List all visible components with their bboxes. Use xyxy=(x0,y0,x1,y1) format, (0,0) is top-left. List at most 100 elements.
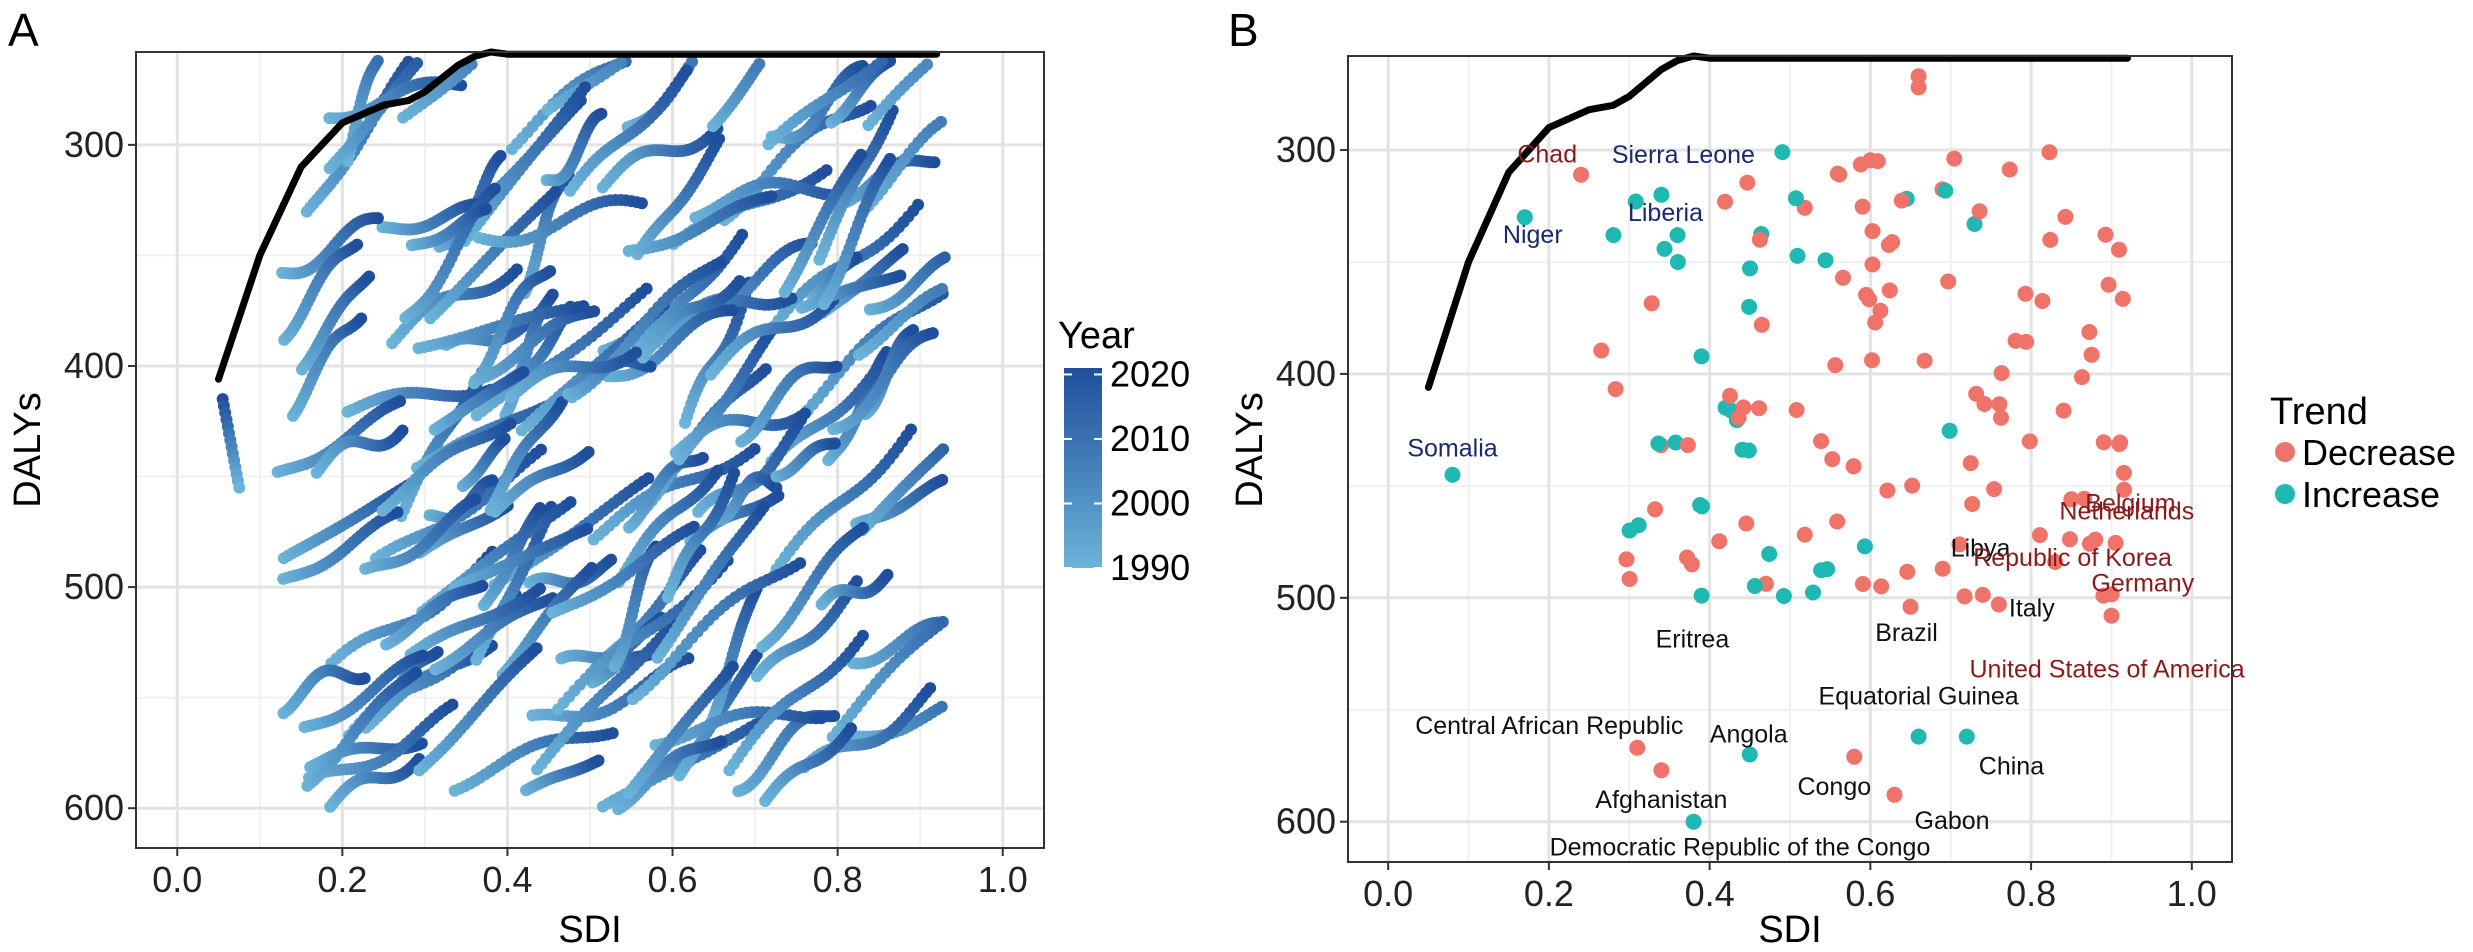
trajectory-point xyxy=(592,754,605,767)
country-label: Congo xyxy=(1797,773,1871,801)
trajectory-point xyxy=(446,698,459,711)
trajectory-point xyxy=(830,360,843,373)
trend-legend-swatch xyxy=(2275,484,2295,504)
decrease-point xyxy=(2095,434,2112,451)
trajectory-point xyxy=(682,652,695,665)
panel-b-x-tick-label: 0.8 xyxy=(2006,873,2056,914)
trajectory-point xyxy=(416,649,429,662)
decrease-point xyxy=(1864,256,1881,273)
trajectory-point xyxy=(614,56,627,69)
trajectory-point xyxy=(820,164,833,177)
decrease-point xyxy=(1993,409,2009,426)
labeled-point xyxy=(1846,748,1863,765)
panel-a-y-tick-label: 400 xyxy=(64,345,124,386)
trend-legend-swatch xyxy=(2275,442,2295,462)
trajectory-point xyxy=(581,522,594,535)
trajectory-point xyxy=(535,443,547,456)
panel-a-y-tick-label: 300 xyxy=(64,124,124,165)
labeled-point xyxy=(1629,739,1646,756)
decrease-point xyxy=(1593,342,1610,359)
panel-b-x-tick-label: 1.0 xyxy=(2167,873,2217,914)
trend-legend-label: Increase xyxy=(2302,474,2440,515)
trajectory-point xyxy=(233,481,246,494)
decrease-point xyxy=(2001,161,2018,178)
decrease-point xyxy=(2055,402,2072,419)
decrease-point xyxy=(1971,203,1988,220)
decrease-point xyxy=(1738,515,1755,532)
decrease-point xyxy=(2021,433,2038,450)
panel-a-y-tick-label: 500 xyxy=(64,566,124,607)
country-label: Italy xyxy=(2009,595,2055,623)
trajectory-point xyxy=(875,55,888,68)
decrease-point xyxy=(1956,588,1973,605)
country-label: Afghanistan xyxy=(1595,786,1727,814)
trajectory-point xyxy=(371,54,384,67)
decrease-point xyxy=(1643,295,1660,312)
trajectory-point xyxy=(488,182,501,195)
country-label: Eritrea xyxy=(1656,626,1730,654)
decrease-point xyxy=(1683,556,1700,573)
trajectory-point xyxy=(884,152,896,165)
trajectory-point xyxy=(588,305,601,318)
trajectory-point xyxy=(530,642,543,655)
panel-b-x-tick-label: 0.4 xyxy=(1685,873,1735,914)
decrease-point xyxy=(2111,241,2127,258)
decrease-point xyxy=(2042,231,2059,248)
increase-point xyxy=(1746,578,1763,594)
trajectory-point xyxy=(894,269,907,282)
country-label: Niger xyxy=(1503,221,1563,249)
decrease-point xyxy=(1879,482,1896,499)
labeled-point xyxy=(1573,166,1590,183)
trajectory-point xyxy=(486,474,499,487)
decrease-point xyxy=(1854,576,1871,592)
increase-point xyxy=(1761,546,1778,562)
increase-point xyxy=(1775,588,1792,604)
trajectory-point xyxy=(937,443,950,456)
decrease-point xyxy=(2114,290,2131,307)
country-label: Central African Republic xyxy=(1415,712,1683,740)
labeled-point xyxy=(1934,560,1951,577)
trajectory-point xyxy=(371,212,384,225)
decrease-point xyxy=(1854,198,1871,215)
trajectory-point xyxy=(476,579,489,592)
trajectory-point xyxy=(757,501,770,514)
trajectory-point xyxy=(936,473,949,486)
decrease-point xyxy=(1722,387,1738,404)
labeled-point xyxy=(1886,786,1903,803)
panel-b-letter: B xyxy=(1228,4,1259,56)
labeled-point xyxy=(1653,762,1670,779)
labeled-point xyxy=(1444,466,1461,483)
decrease-point xyxy=(2034,293,2051,309)
trajectory-point xyxy=(358,672,371,685)
decrease-point xyxy=(1946,150,1963,167)
trajectory-point xyxy=(795,413,807,426)
decrease-point xyxy=(1647,501,1664,518)
trend-legend-label: Decrease xyxy=(2302,432,2456,473)
colorbar-title: Year xyxy=(1058,315,1135,357)
trajectory-point xyxy=(896,243,909,256)
decrease-point xyxy=(1835,269,1851,286)
labeled-point xyxy=(1685,813,1702,830)
country-label: Democratic Republic of the Congo xyxy=(1550,834,1931,862)
colorbar-gradient xyxy=(1064,368,1102,568)
decrease-point xyxy=(1893,192,1910,209)
decrease-point xyxy=(2081,324,2098,340)
trajectory-point xyxy=(533,502,546,514)
panel-a-x-tick-label: 0.4 xyxy=(482,859,532,900)
panel-b-x-tick-label: 0.6 xyxy=(1845,873,1895,914)
decrease-point xyxy=(2100,276,2117,293)
increase-point xyxy=(1742,260,1758,277)
trajectory-point xyxy=(469,492,482,505)
panel-a-letter: A xyxy=(8,4,39,56)
trajectory-point xyxy=(351,238,364,251)
trajectory-point xyxy=(828,437,841,450)
trajectory-point xyxy=(687,520,700,533)
increase-point xyxy=(1774,144,1791,161)
colorbar-tick-label: 2010 xyxy=(1110,418,1190,459)
decrease-point xyxy=(1974,586,1991,603)
decrease-point xyxy=(1751,231,1768,248)
